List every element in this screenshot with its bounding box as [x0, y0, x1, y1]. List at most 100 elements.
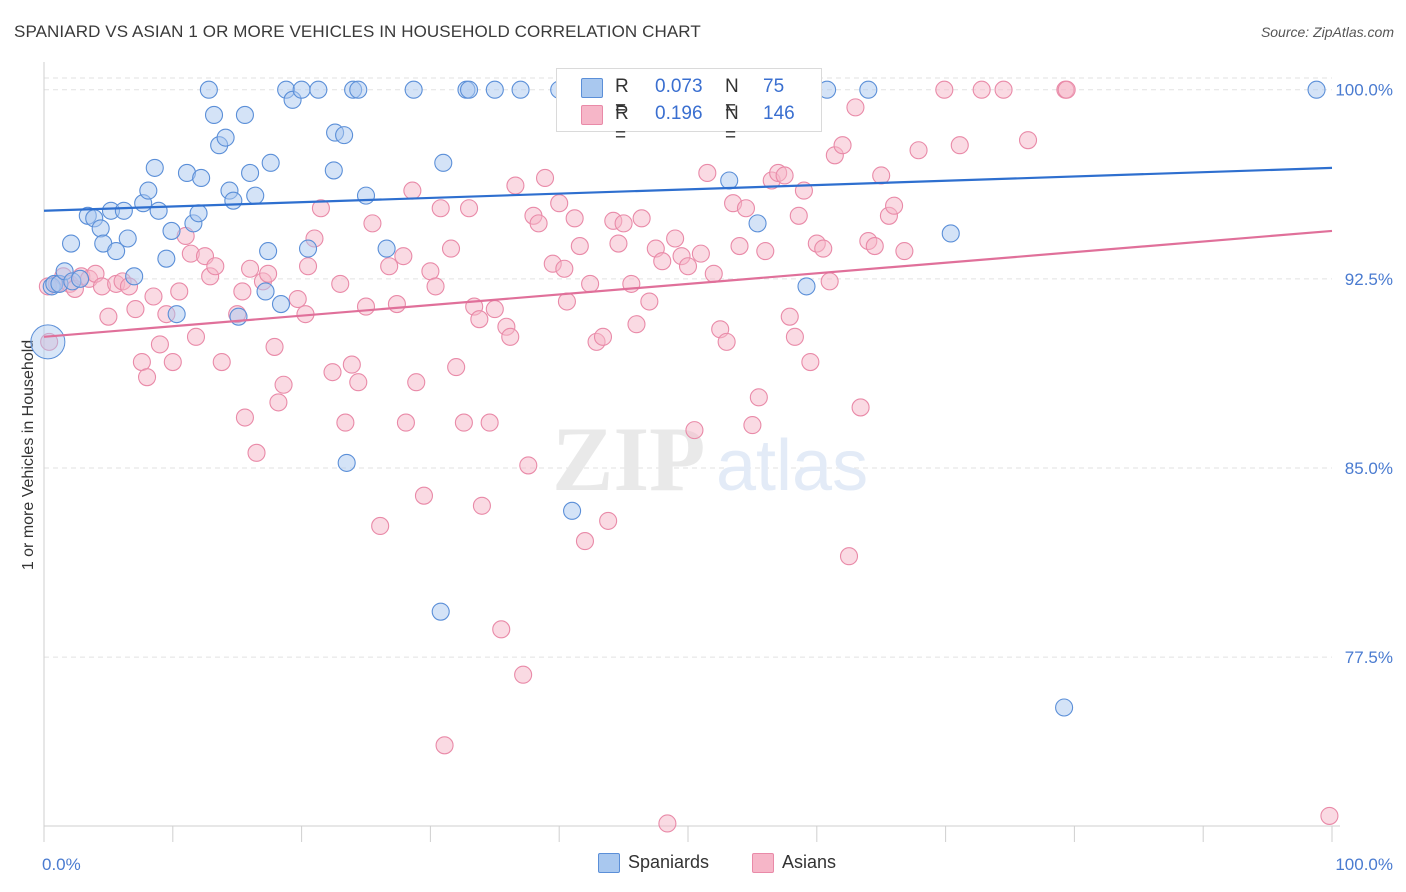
asian-point — [323, 363, 342, 382]
asian-point — [685, 421, 704, 440]
spaniard-point — [71, 269, 90, 288]
asian-point — [678, 257, 698, 276]
asian-point — [935, 80, 954, 99]
asian-point — [212, 353, 231, 372]
x-tick-label-max: 100.0% — [1335, 855, 1393, 874]
asian-point — [349, 373, 368, 392]
asian-point — [331, 274, 350, 293]
asian-point — [336, 413, 355, 432]
legend-r-value: 0.073 — [655, 76, 703, 97]
spaniards-legend-swatch — [598, 853, 620, 873]
spaniard-point — [859, 80, 878, 99]
y-tick-label: 92.5% — [1345, 270, 1393, 289]
spaniard-point — [259, 242, 278, 261]
asian-point — [132, 353, 151, 372]
legend-n-value: 75 — [763, 76, 785, 97]
spaniard-point — [157, 249, 176, 268]
asian-point — [431, 199, 450, 218]
asians-legend-label: Asians — [782, 852, 837, 872]
watermark-zip: ZIP — [552, 408, 705, 510]
asian-point — [653, 252, 672, 271]
asian-point — [470, 310, 489, 329]
spaniard-point — [335, 126, 354, 145]
asian-point — [501, 327, 520, 346]
asian-point — [833, 136, 852, 155]
correlation-legend: R = 0.073 N = 75 R = 0.196 N = 146 — [556, 68, 822, 146]
asian-point — [872, 166, 891, 185]
asian-point — [950, 136, 969, 155]
asian-point — [1320, 806, 1339, 825]
spaniard-point — [162, 221, 181, 240]
asian-point — [435, 736, 454, 755]
asian-point — [640, 292, 659, 311]
asian-point — [144, 287, 163, 306]
asian-point — [614, 214, 633, 233]
asian-point — [599, 511, 618, 530]
asian-point — [666, 229, 685, 248]
y-tick-label: 77.5% — [1345, 648, 1393, 667]
asian-point — [570, 237, 589, 256]
asian-point — [426, 277, 445, 296]
y-tick-label: 85.0% — [1345, 459, 1393, 478]
spaniard-point — [271, 295, 291, 314]
asian-point — [704, 264, 723, 283]
asian-point — [363, 214, 382, 233]
asian-point — [186, 327, 206, 346]
spaniard-point — [139, 181, 158, 200]
asian-point — [743, 416, 762, 435]
asian-point — [150, 335, 169, 354]
asian-point — [247, 443, 266, 462]
asian-point — [269, 393, 288, 412]
asian-point — [557, 292, 576, 311]
legend-r-label: R = — [615, 76, 629, 119]
spaniard-point — [349, 80, 368, 99]
spaniard-point — [298, 239, 318, 258]
asian-point — [994, 80, 1013, 99]
asian-point — [480, 413, 499, 432]
spaniard-point — [563, 501, 582, 520]
asian-point — [895, 242, 914, 261]
asian-point — [756, 242, 775, 261]
spaniard-point — [324, 161, 343, 180]
asian-point — [274, 375, 293, 394]
asian-point — [609, 234, 628, 253]
asian-point — [126, 300, 145, 319]
gridlines — [44, 77, 1332, 658]
asian-point — [820, 272, 839, 291]
spaniard-point — [91, 219, 110, 238]
asian-point — [775, 166, 794, 185]
asian-point — [163, 353, 182, 372]
spaniard-point — [145, 158, 164, 177]
asian-point — [514, 665, 533, 684]
spaniard-point — [241, 163, 260, 182]
asian-point — [565, 209, 584, 228]
spaniard-point — [720, 171, 739, 190]
spaniard-point — [941, 224, 960, 243]
spaniard-point — [149, 201, 168, 220]
spaniard-point — [485, 80, 504, 99]
asian-point — [235, 408, 254, 427]
spaniard-point — [356, 186, 376, 205]
asian-point — [885, 196, 904, 215]
legend-n-value: 146 — [763, 103, 795, 124]
spaniards-points — [30, 80, 1326, 717]
spaniard-point — [189, 204, 208, 223]
asian-point — [241, 259, 260, 278]
asian-point — [851, 398, 870, 417]
spaniard-point — [309, 80, 328, 99]
asian-point — [441, 239, 461, 258]
asian-point — [846, 98, 865, 117]
spaniard-point — [1055, 698, 1074, 717]
asian-point — [785, 327, 804, 346]
asian-point — [311, 199, 330, 218]
spaniard-point — [114, 201, 133, 220]
spaniard-point — [204, 105, 224, 125]
spaniard-point — [431, 602, 450, 621]
asian-point — [356, 297, 376, 316]
asian-point — [972, 80, 991, 99]
asian-point — [394, 247, 413, 266]
asian-point — [535, 168, 555, 188]
spaniard-point — [224, 191, 243, 210]
spaniards-trendline — [43, 166, 1333, 212]
